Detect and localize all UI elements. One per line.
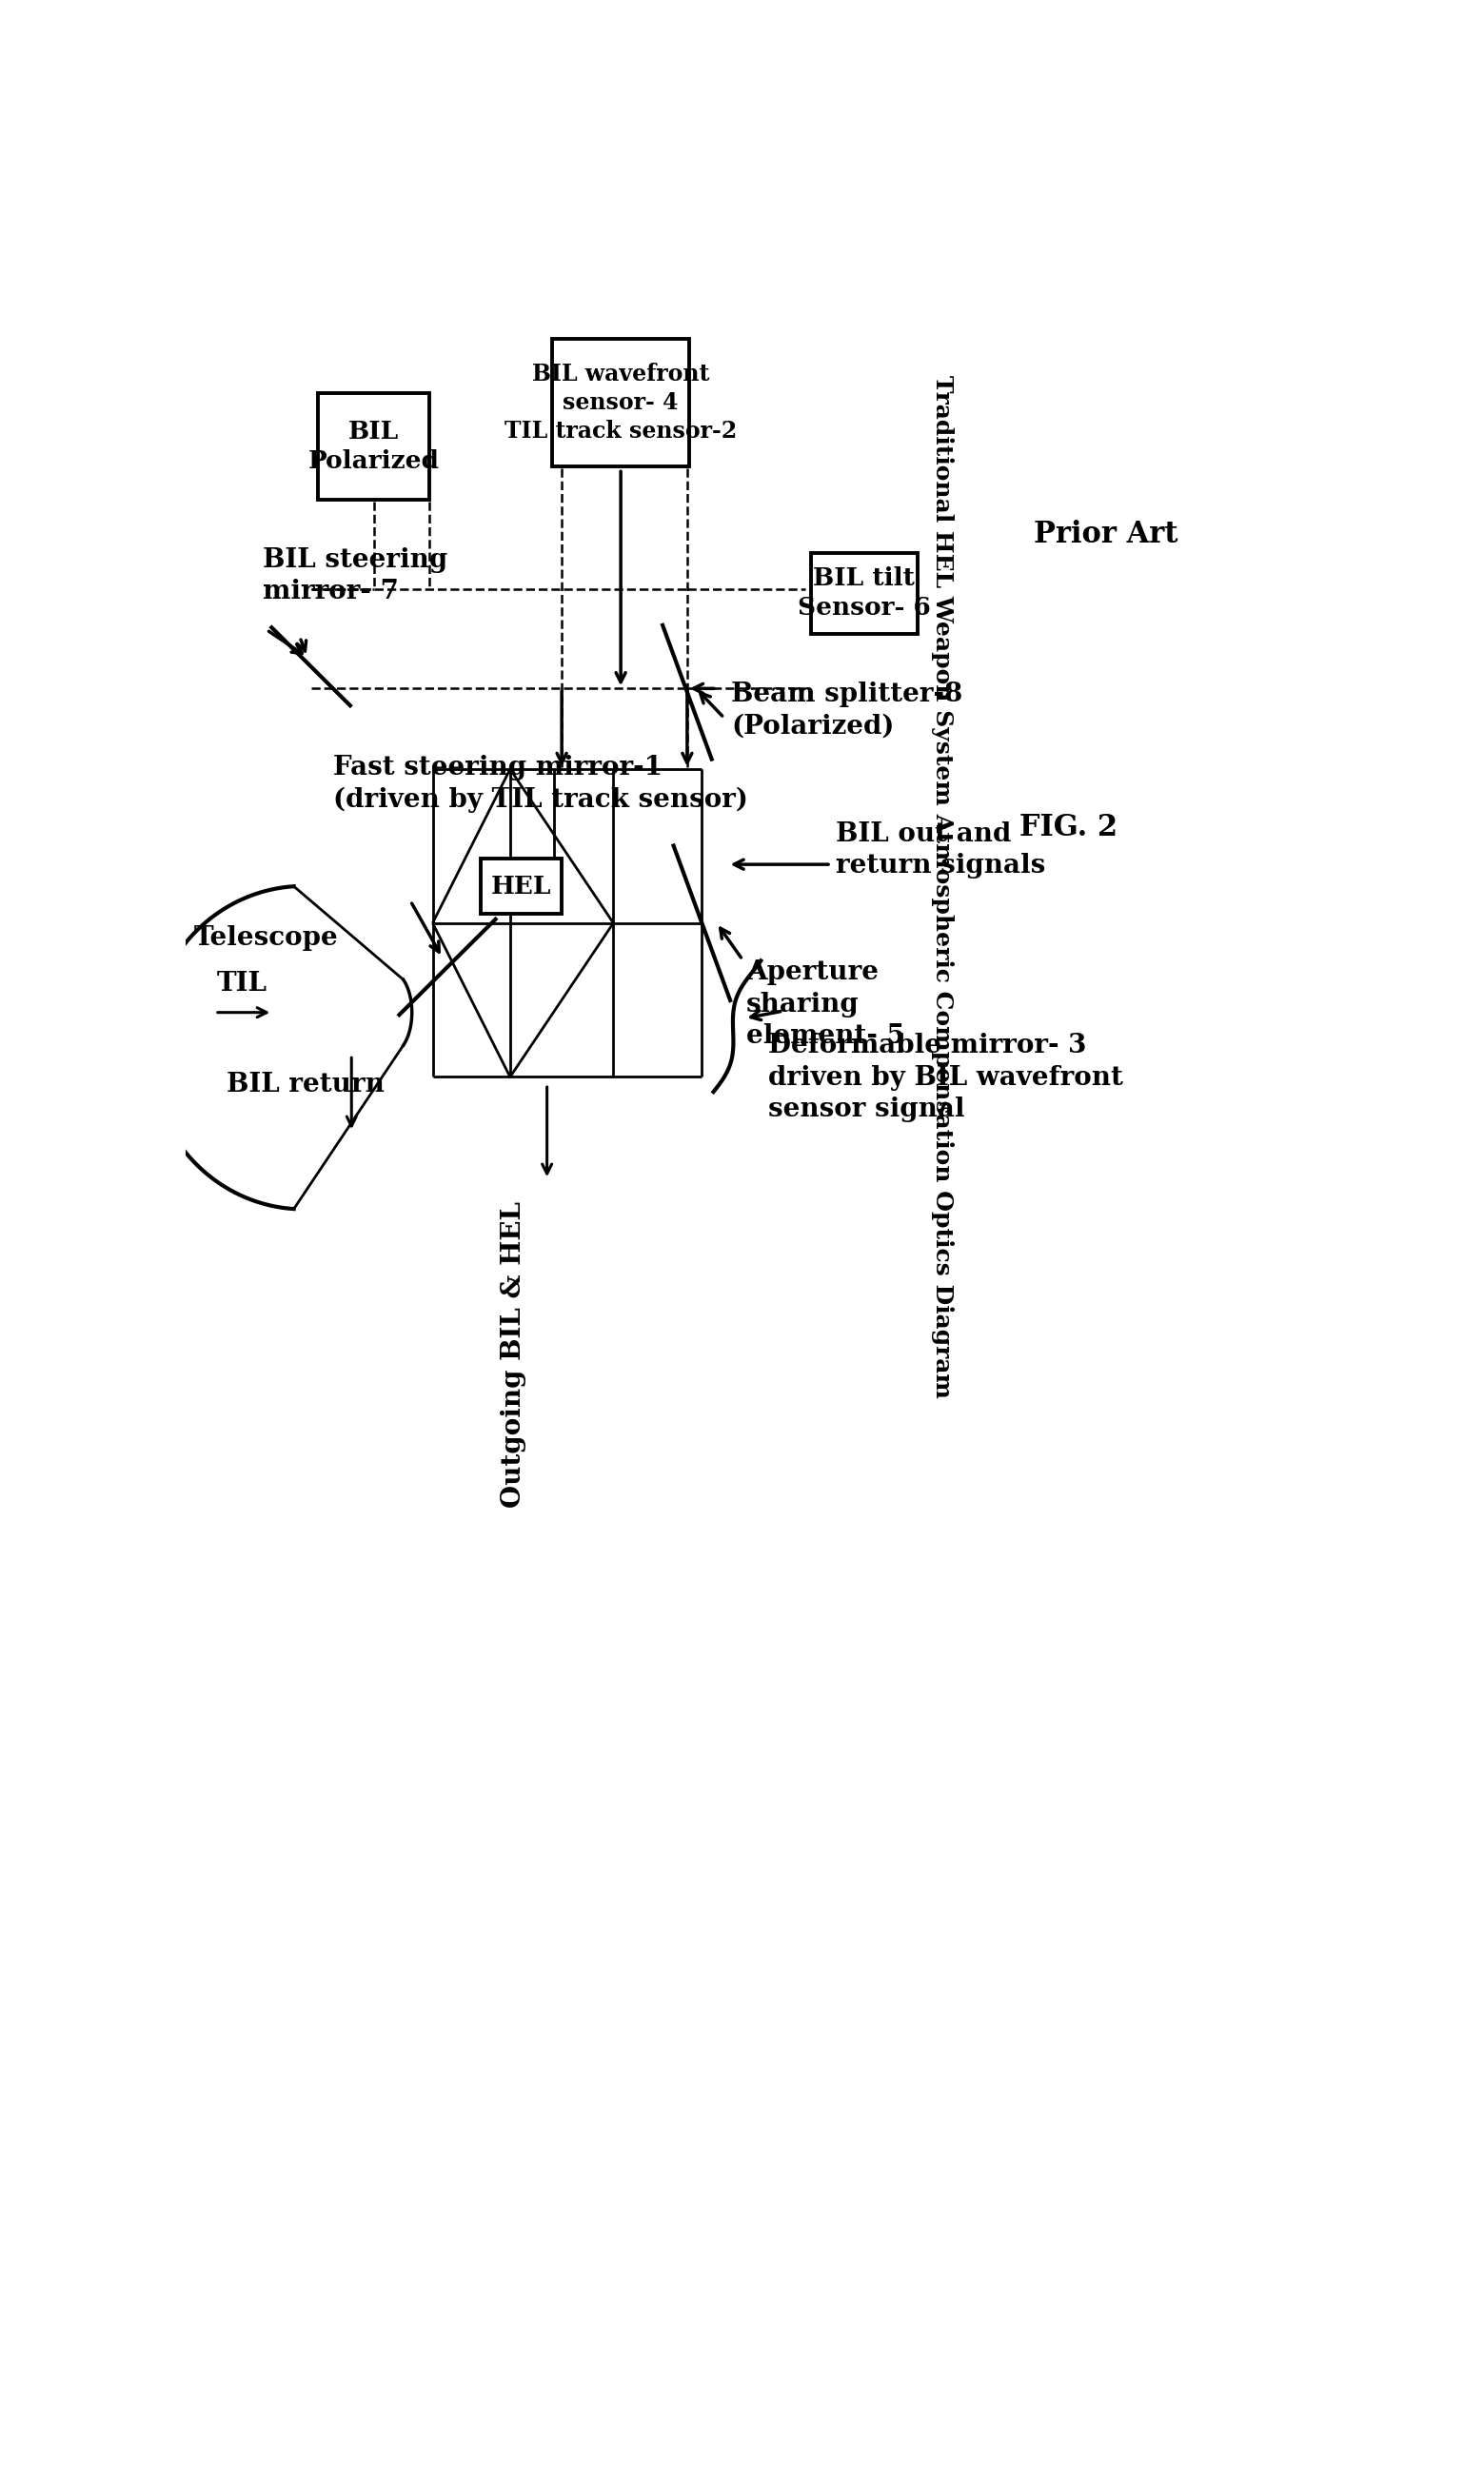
Text: BIL return: BIL return	[226, 1072, 384, 1097]
Text: BIL
Polarized: BIL Polarized	[309, 420, 439, 474]
Text: BIL out and
return signals: BIL out and return signals	[835, 820, 1046, 879]
Text: Prior Art: Prior Art	[1034, 519, 1178, 548]
Text: Deformable mirror- 3
driven by BIL wavefront
sensor signal: Deformable mirror- 3 driven by BIL wavef…	[769, 1032, 1123, 1121]
Text: BIL wavefront
sensor- 4
TIL track sensor-2: BIL wavefront sensor- 4 TIL track sensor…	[505, 363, 738, 442]
Text: Telescope: Telescope	[194, 924, 338, 951]
Text: TIL: TIL	[217, 971, 267, 995]
Text: Fast steering mirror-1
(driven by TIL track sensor): Fast steering mirror-1 (driven by TIL tr…	[332, 756, 748, 813]
Text: Traditional HEL Weapon System Atmospheric Compensation Optics Diagram: Traditional HEL Weapon System Atmospheri…	[930, 375, 953, 1398]
Text: FIG. 2: FIG. 2	[1020, 813, 1117, 842]
Text: BIL steering
mirror- 7: BIL steering mirror- 7	[263, 546, 448, 605]
FancyBboxPatch shape	[318, 393, 429, 499]
FancyBboxPatch shape	[552, 338, 689, 467]
FancyBboxPatch shape	[810, 553, 917, 632]
Text: Beam splitter-8
(Polarized): Beam splitter-8 (Polarized)	[732, 682, 963, 739]
Text: Aperture
sharing
element- 5: Aperture sharing element- 5	[746, 961, 905, 1050]
Text: BIL tilt
Sensor- 6: BIL tilt Sensor- 6	[798, 566, 930, 620]
Text: HEL: HEL	[491, 874, 552, 899]
FancyBboxPatch shape	[481, 860, 562, 914]
Text: Outgoing BIL & HEL: Outgoing BIL & HEL	[502, 1200, 527, 1509]
